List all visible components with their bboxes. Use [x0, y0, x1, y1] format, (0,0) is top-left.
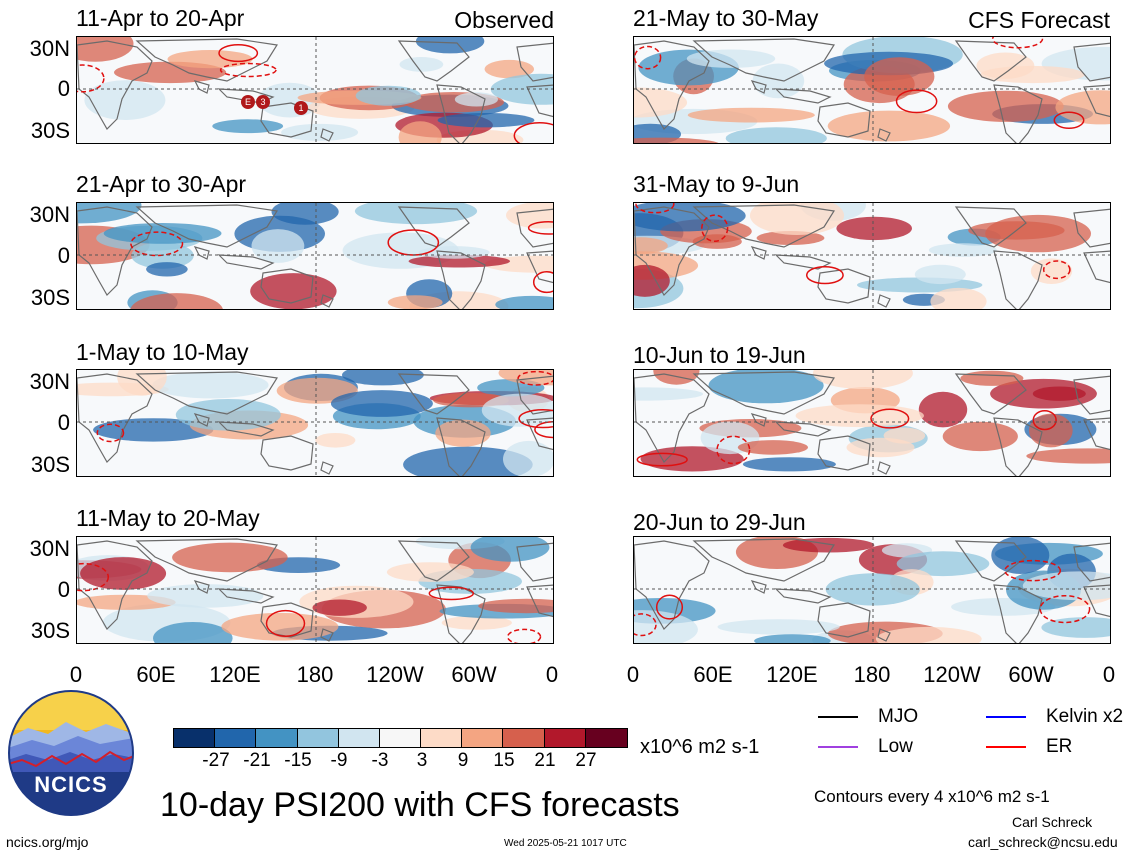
map-panel-right-1 — [633, 202, 1111, 310]
main-title: 10-day PSI200 with CFS forecasts — [160, 786, 680, 824]
colorbar-unit: x10^6 m2 s-1 — [640, 736, 760, 758]
lon-label: 60E — [136, 662, 176, 687]
colorbar-tick: -15 — [284, 750, 312, 771]
observed-label: Observed — [454, 7, 554, 33]
map-field — [634, 37, 1110, 143]
panel-title-left-0: 11-Apr to 20-Apr — [76, 5, 245, 31]
lon-label: 180 — [296, 662, 334, 687]
lat-label-30n: 30N — [29, 536, 70, 561]
storm-marker-icon: E — [241, 95, 255, 109]
ncics-logo: NCICS — [8, 690, 134, 816]
colorbar-tick: 3 — [416, 750, 428, 771]
map-field — [634, 370, 1110, 476]
lat-label-eq: 0 — [57, 243, 70, 268]
lat-label-30n: 30N — [29, 369, 70, 394]
colorbar-swatch — [215, 729, 257, 747]
map-field — [77, 370, 553, 476]
legend-kelvin-label: Kelvin x2 — [1046, 706, 1124, 727]
footer-timestamp: Wed 2025-05-21 1017 UTC — [504, 838, 627, 849]
cfs-forecast-label: CFS Forecast — [968, 7, 1110, 33]
lon-label: 60W — [451, 662, 497, 687]
map-panel-left-2 — [76, 369, 554, 477]
map-panel-left-1 — [76, 202, 554, 310]
footer-url[interactable]: ncics.org/mjo — [6, 834, 89, 850]
map-field — [634, 203, 1110, 309]
lat-label-eq: 0 — [57, 410, 70, 435]
lat-label-eq: 0 — [57, 577, 70, 602]
panel-title-left-2: 1-May to 10-May — [76, 339, 249, 365]
lon-label: 120W — [366, 662, 424, 687]
footer-author: Carl Schreck — [1012, 814, 1093, 830]
legend-mjo-line — [818, 716, 858, 718]
lon-label: 120E — [209, 662, 261, 687]
legend-low-line — [818, 746, 858, 748]
lon-label: 0 — [626, 662, 640, 687]
lat-label-30s: 30S — [30, 285, 70, 310]
map-field — [77, 203, 553, 309]
panel-title-left-3: 11-May to 20-May — [76, 505, 260, 531]
map-field — [77, 37, 553, 143]
colorbar-tick: -3 — [371, 750, 389, 771]
lon-label: 0 — [69, 662, 83, 687]
storm-marker-icon: 1 — [294, 101, 308, 115]
lon-label: 60W — [1008, 662, 1054, 687]
colorbar-swatch — [174, 729, 216, 747]
lat-label-30s: 30S — [30, 618, 70, 643]
map-panel-left-0 — [76, 36, 554, 144]
panel-title-right-3: 20-Jun to 29-Jun — [633, 509, 806, 535]
colorbar-swatch — [421, 729, 463, 747]
colorbar-tick: -9 — [330, 750, 348, 771]
colorbar-swatch — [585, 729, 627, 747]
colorbar-swatch — [544, 729, 586, 747]
lon-label: 120E — [766, 662, 818, 687]
colorbar — [173, 728, 628, 748]
lon-label: 0 — [545, 662, 559, 687]
legend-low-label: Low — [878, 736, 913, 757]
panel-title-right-1: 31-May to 9-Jun — [633, 171, 800, 197]
legend-er-line — [986, 746, 1026, 748]
contours-note: Contours every 4 x10^6 m2 s-1 — [814, 787, 1050, 806]
panel-title-right-0: 21-May to 30-May — [633, 5, 819, 31]
colorbar-tick: -27 — [202, 750, 230, 771]
panel-title-right-2: 10-Jun to 19-Jun — [633, 342, 806, 368]
storm-marker-icon: 3 — [256, 95, 270, 109]
legend-kelvin-line — [986, 716, 1026, 718]
colorbar-tick: 27 — [575, 750, 597, 771]
lat-label-30s: 30S — [30, 452, 70, 477]
colorbar-swatch — [338, 729, 380, 747]
map-panel-left-3 — [76, 536, 554, 644]
ncics-logo-text: NCICS — [34, 772, 108, 797]
colorbar-tick: -21 — [243, 750, 271, 771]
colorbar-swatch — [462, 729, 504, 747]
lon-label: 180 — [853, 662, 891, 687]
lon-label: 60E — [693, 662, 733, 687]
colorbar-tick: 9 — [457, 750, 469, 771]
legend-er-label: ER — [1046, 736, 1073, 757]
colorbar-swatch — [256, 729, 298, 747]
footer-email[interactable]: carl_schreck@ncsu.edu — [968, 834, 1118, 850]
map-field — [634, 537, 1110, 643]
colorbar-swatch — [503, 729, 545, 747]
lon-label: 0 — [1102, 662, 1116, 687]
map-panel-right-3 — [633, 536, 1111, 644]
lon-label: 120W — [923, 662, 981, 687]
panel-title-left-1: 21-Apr to 30-Apr — [76, 171, 247, 197]
legend-mjo-label: MJO — [878, 706, 919, 727]
colorbar-tick: 21 — [534, 750, 556, 771]
colorbar-swatch — [379, 729, 422, 747]
map-panel-right-2 — [633, 369, 1111, 477]
lat-label-30n: 30N — [29, 202, 70, 227]
lat-label-30s: 30S — [30, 118, 70, 143]
map-panel-right-0 — [633, 36, 1111, 144]
lat-label-eq: 0 — [57, 76, 70, 101]
lat-label-30n: 30N — [29, 36, 70, 61]
colorbar-swatch — [297, 729, 339, 747]
map-field — [77, 537, 553, 643]
colorbar-tick: 15 — [493, 750, 515, 771]
ncics-logo-icon — [8, 690, 134, 816]
